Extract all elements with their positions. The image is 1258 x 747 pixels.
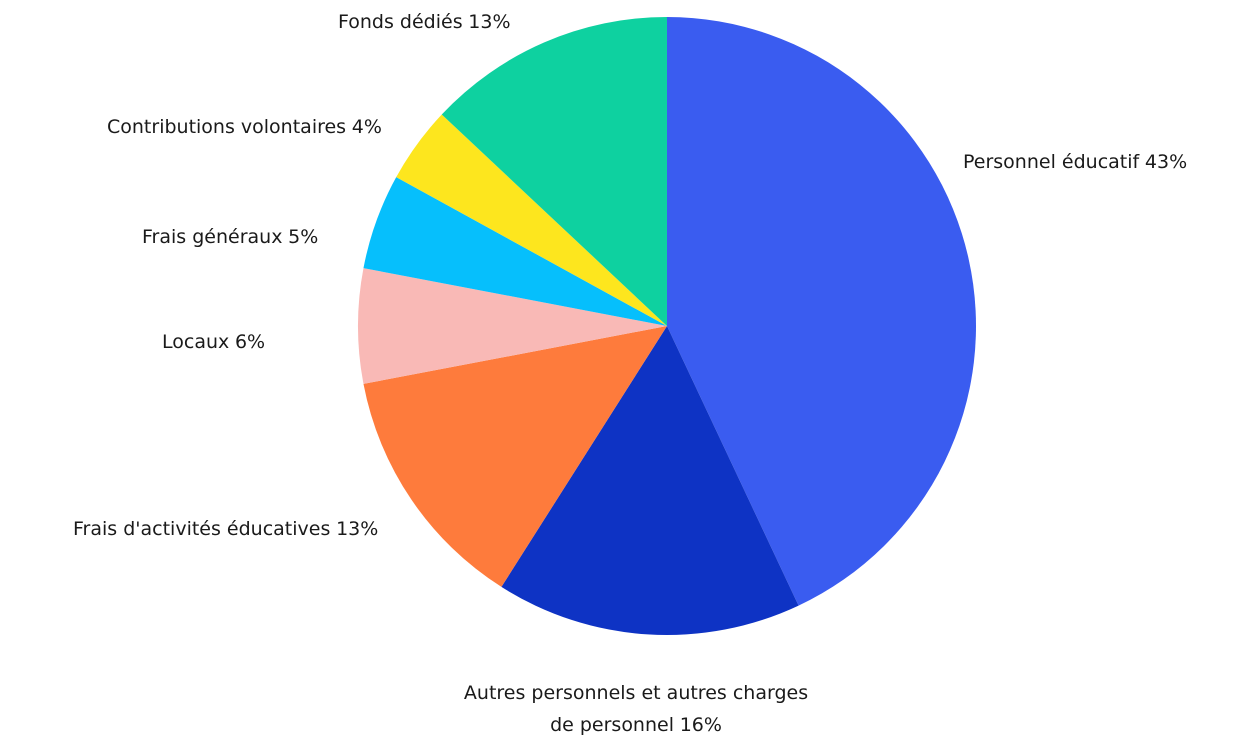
label-category: Autres personnels et autres charges de p… xyxy=(463,682,809,736)
slice-label: Fonds dédiés 13% xyxy=(338,6,511,38)
pie-slice xyxy=(667,17,976,606)
pie-slice xyxy=(501,326,799,635)
label-value: 43% xyxy=(1144,151,1188,173)
label-value: 4% xyxy=(351,116,382,138)
slice-label: Personnel éducatif 43% xyxy=(963,146,1187,178)
label-category: Contributions volontaires xyxy=(107,116,347,138)
label-value: 6% xyxy=(234,331,266,353)
pie-slice xyxy=(441,17,667,326)
label-category: Personnel éducatif xyxy=(963,151,1140,173)
slice-label: Frais d'activités éducatives 13% xyxy=(73,513,378,545)
pie-slice xyxy=(363,177,667,326)
slice-label: Autres personnels et autres charges de p… xyxy=(456,677,816,741)
slice-label: Contributions volontaires 4% xyxy=(107,111,382,143)
pie-slice xyxy=(358,268,667,384)
label-category: Frais d'activités éducatives xyxy=(73,518,331,540)
label-value: 13% xyxy=(336,518,379,540)
label-value: 16% xyxy=(679,714,722,736)
slice-label: Frais généraux 5% xyxy=(142,221,318,253)
label-category: Fonds dédiés xyxy=(338,11,463,33)
label-category: Locaux xyxy=(162,331,230,353)
pie-slice xyxy=(363,326,667,587)
pie-slice xyxy=(396,114,667,326)
label-value: 13% xyxy=(468,11,511,33)
label-value: 5% xyxy=(288,226,319,248)
slice-label: Locaux 6% xyxy=(162,326,265,358)
label-category: Frais généraux xyxy=(142,226,283,248)
